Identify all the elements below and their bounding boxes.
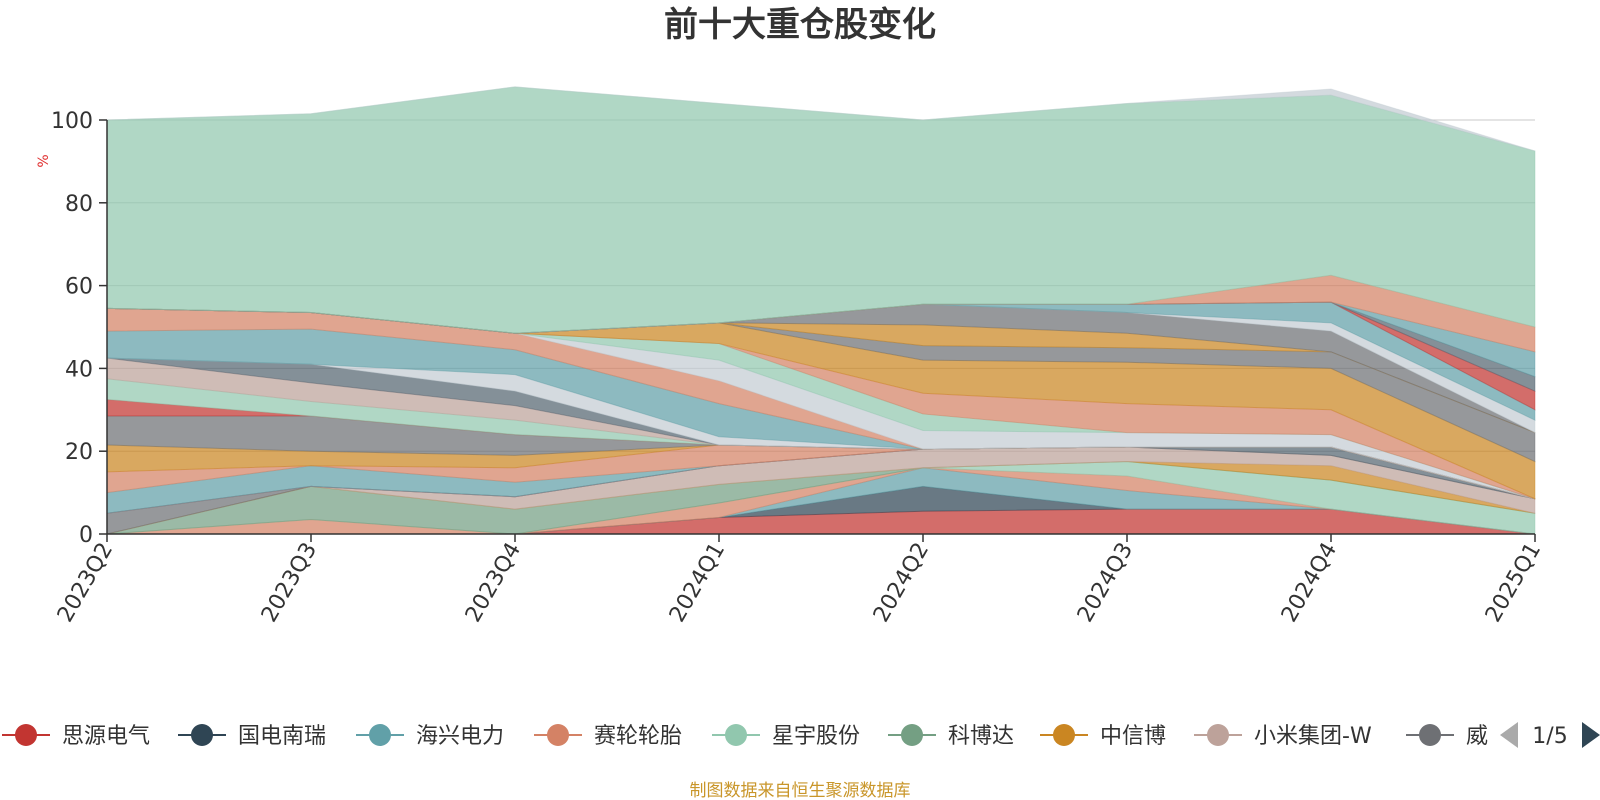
area-series-33[interactable]: [106, 301, 1536, 411]
legend-page-indicator: 1/5: [1532, 724, 1567, 749]
y-tick-label: 80: [65, 192, 93, 217]
area-series-27[interactable]: [106, 307, 1536, 500]
chart-title: 前十大重仓股变化: [664, 5, 936, 45]
area-series-28[interactable]: [106, 307, 1536, 463]
legend-marker: [191, 724, 213, 746]
x-tick-label: 2025Q1: [1481, 539, 1546, 627]
legend-marker: [15, 724, 37, 746]
legend-label: 科博达: [948, 724, 1014, 749]
legend-marker: [1207, 724, 1229, 746]
legend-label: 赛轮轮胎: [594, 724, 682, 749]
legend-marker: [725, 724, 747, 746]
legend-label: 思源电气: [62, 724, 150, 749]
legend-item[interactable]: 威: [1406, 724, 1488, 749]
legend: 思源电气 国电南瑞 海兴电力 赛轮轮胎 星宇股份 科博达 中信博 小米集团-W 威: [2, 724, 1488, 749]
y-axis-unit-label: %: [36, 154, 52, 167]
legend-label: 星宇股份: [772, 724, 860, 749]
legend-pager: 1/5: [1500, 722, 1600, 749]
legend-label: 威: [1466, 724, 1488, 749]
x-tick-label: 2024Q1: [665, 539, 730, 627]
legend-item[interactable]: 赛轮轮胎: [534, 724, 682, 749]
area-series-36[interactable]: [106, 274, 1536, 353]
legend-item[interactable]: 中信博: [1040, 724, 1166, 749]
legend-item[interactable]: 星宇股份: [712, 724, 860, 749]
area-series-32[interactable]: [106, 301, 1536, 421]
legend-label: 小米集团-W: [1254, 724, 1372, 749]
x-tick-label: 2024Q4: [1277, 539, 1342, 627]
y-tick-label: 100: [51, 109, 93, 134]
x-tick-label: 2023Q4: [461, 539, 526, 627]
legend-item[interactable]: 思源电气: [2, 724, 150, 749]
data-source-note: 制图数据来自恒生聚源数据库: [690, 781, 911, 800]
y-tick-label: 40: [65, 357, 93, 382]
x-tick-label: 2023Q2: [53, 539, 118, 627]
area-series-layer: [106, 86, 1536, 535]
x-tick-label: 2024Q2: [869, 539, 934, 627]
legend-item[interactable]: 科博达: [888, 724, 1014, 749]
y-tick-label: 60: [65, 275, 93, 300]
legend-item[interactable]: 国电南瑞: [178, 724, 326, 749]
legend-marker: [1419, 724, 1441, 746]
legend-next-page-icon[interactable]: [1582, 722, 1600, 748]
legend-label: 国电南瑞: [238, 724, 326, 749]
area-series-38[interactable]: [106, 86, 1536, 152]
area-series-31[interactable]: [106, 303, 1536, 434]
legend-marker: [1053, 724, 1075, 746]
legend-item[interactable]: 海兴电力: [356, 724, 504, 749]
legend-marker: [901, 724, 923, 746]
area-series-37[interactable]: [106, 86, 1536, 334]
legend-marker: [369, 724, 391, 746]
legend-marker: [547, 724, 569, 746]
y-tick-label: 20: [65, 440, 93, 465]
legend-label: 海兴电力: [416, 724, 504, 749]
y-tick-label: 0: [79, 523, 93, 548]
legend-prev-page-icon[interactable]: [1500, 722, 1518, 748]
area-series-34[interactable]: [106, 301, 1536, 392]
x-tick-label: 2024Q3: [1073, 539, 1138, 627]
legend-item[interactable]: 小米集团-W: [1194, 724, 1372, 749]
x-tick-label: 2023Q3: [257, 539, 322, 627]
legend-label: 中信博: [1100, 724, 1166, 749]
area-series-35[interactable]: [106, 301, 1536, 378]
